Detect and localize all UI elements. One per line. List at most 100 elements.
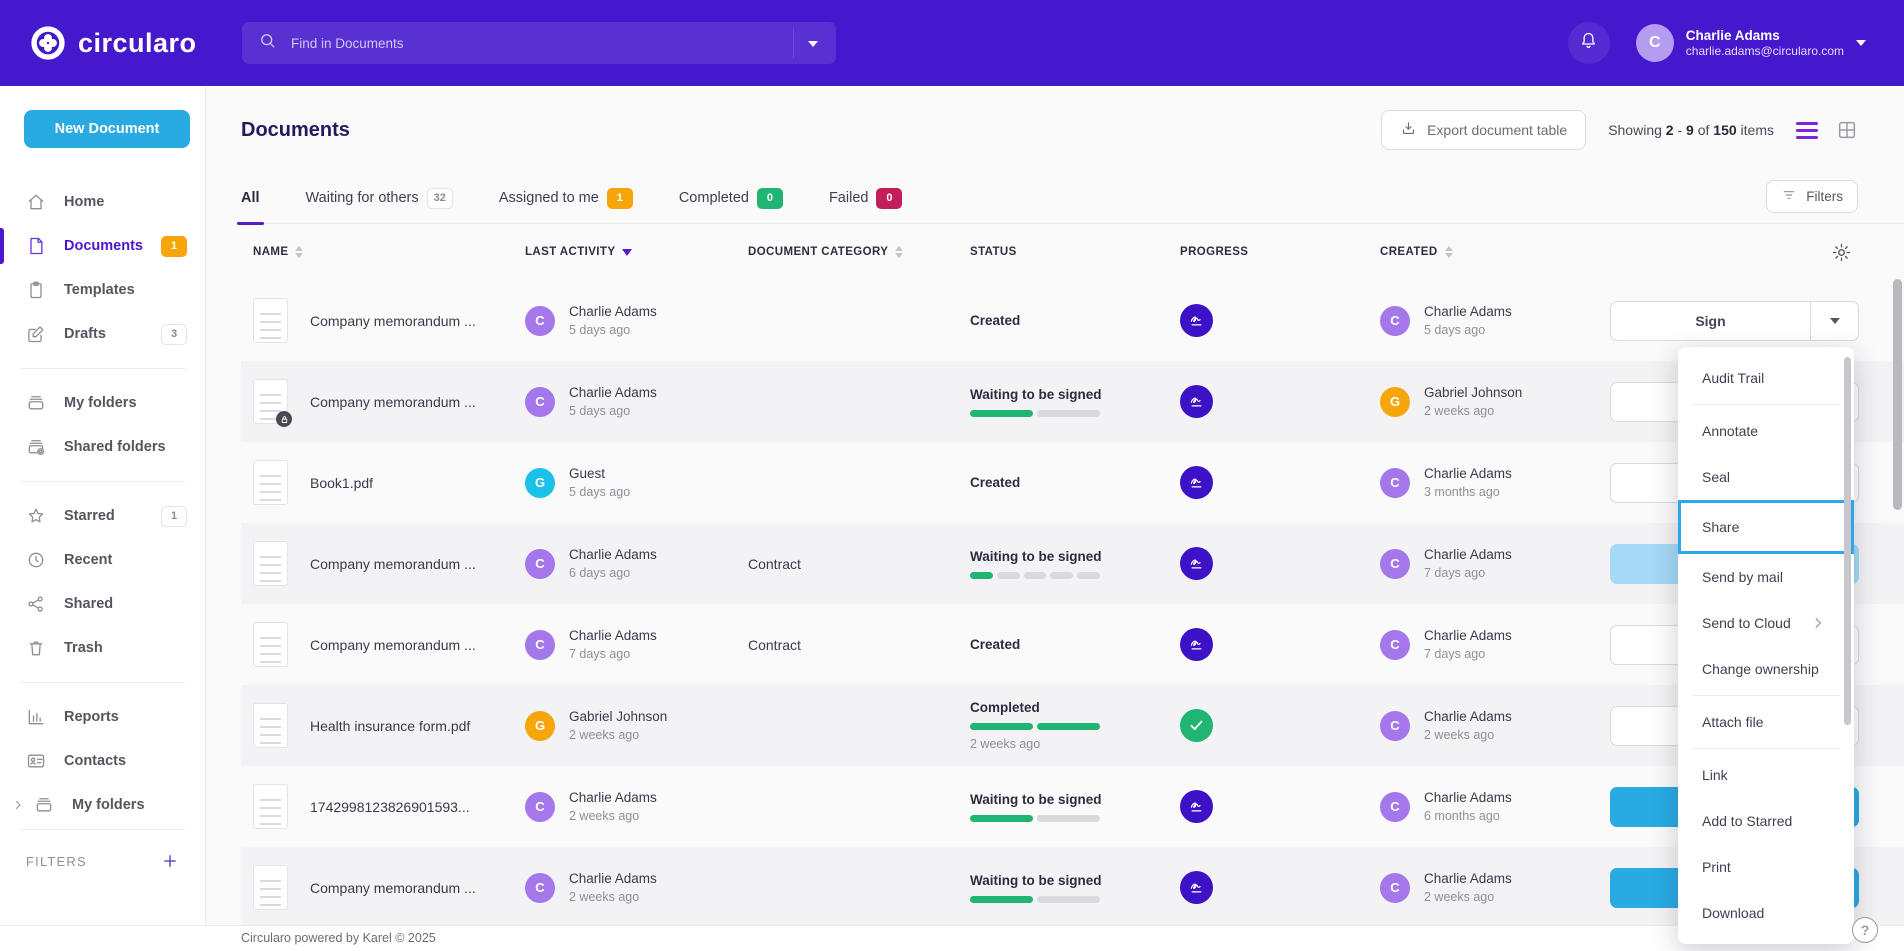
table-row[interactable]: Company memorandum ... C Charlie Adams 7 da… xyxy=(241,604,1904,685)
tab-waiting-for-others[interactable]: Waiting for others 32 xyxy=(306,188,453,223)
shared-folder-icon xyxy=(26,437,46,457)
document-thumbnail xyxy=(253,784,288,829)
sidebar-item-reports[interactable]: Reports xyxy=(0,695,205,739)
table-row[interactable]: Company memorandum ... C Charlie Adams 2 we… xyxy=(241,847,1904,926)
sidebar-item-label: Shared xyxy=(64,596,114,612)
footer: Circularo powered by Karel © 2025 xyxy=(0,925,1904,951)
list-view-icon[interactable] xyxy=(1796,121,1818,139)
last-activity-by: Charlie Adams xyxy=(569,790,657,805)
sidebar-item-drafts[interactable]: Drafts 3 xyxy=(0,312,205,356)
notifications-button[interactable] xyxy=(1567,22,1610,64)
table-row[interactable]: 1742998123826901593... C Charlie Adams 2 we… xyxy=(241,766,1904,847)
document-name-cell: Company memorandum ... xyxy=(241,541,525,586)
sidebar-item-templates[interactable]: Templates xyxy=(0,268,205,312)
menu-item-send-to-cloud[interactable]: Send to Cloud xyxy=(1678,600,1854,646)
menu-item-label: Attach file xyxy=(1702,714,1764,730)
avatar: G xyxy=(525,710,555,741)
actions-cell: Sign xyxy=(1610,300,1904,341)
sidebar-item-starred[interactable]: Starred 1 xyxy=(0,494,205,538)
tab-completed[interactable]: Completed 0 xyxy=(679,188,783,223)
signature-progress-icon xyxy=(1180,628,1213,661)
table-row[interactable]: Company memorandum ... C Charlie Adams 5 da… xyxy=(241,361,1904,442)
table-row[interactable]: Book1.pdf G Guest 5 days ago Created C Charlie… xyxy=(241,442,1904,523)
signature-progress-icon xyxy=(1180,304,1213,337)
menu-item-annotate[interactable]: Annotate xyxy=(1678,408,1854,454)
menu-item-link[interactable]: Link xyxy=(1678,752,1854,798)
sidebar-item-my-folders[interactable]: My folders xyxy=(0,783,205,827)
column-header-created[interactable]: CREATED xyxy=(1380,246,1610,258)
sort-icon xyxy=(295,246,304,258)
column-label: LAST ACTIVITY xyxy=(525,246,616,258)
sidebar-item-recent[interactable]: Recent xyxy=(0,538,205,582)
menu-item-seal[interactable]: Seal xyxy=(1678,454,1854,500)
sidebar-item-documents[interactable]: Documents 1 xyxy=(0,224,205,268)
sidebar-item-contacts[interactable]: Contacts xyxy=(0,739,205,783)
grid-view-icon[interactable] xyxy=(1836,119,1858,141)
progress-cell xyxy=(1180,466,1380,499)
new-document-button[interactable]: New Document xyxy=(24,110,190,148)
filters-button-label: Filters xyxy=(1806,189,1843,204)
menu-item-label: Download xyxy=(1702,905,1765,921)
sidebar-item-trash[interactable]: Trash xyxy=(0,626,205,670)
last-activity-cell: C Charlie Adams 2 weeks ago xyxy=(525,870,748,905)
divider xyxy=(20,682,185,683)
menu-item-attach-file[interactable]: Attach file xyxy=(1678,699,1854,745)
sign-button-group[interactable]: Sign xyxy=(1610,300,1859,341)
app-logo[interactable]: circularo xyxy=(0,25,197,61)
avatar: C xyxy=(1380,305,1410,336)
menu-item-share[interactable]: Share xyxy=(1678,500,1854,554)
progress-bar xyxy=(970,571,1100,579)
last-activity-by: Charlie Adams xyxy=(569,385,657,400)
last-activity-cell: C Charlie Adams 7 days ago xyxy=(525,627,748,662)
column-header-name[interactable]: NAME xyxy=(241,246,525,258)
table-row[interactable]: Company memorandum ... C Charlie Adams 5 da… xyxy=(241,280,1904,361)
tab-assigned-to-me[interactable]: Assigned to me 1 xyxy=(499,188,633,223)
menu-item-add-to-starred[interactable]: Add to Starred xyxy=(1678,798,1854,844)
column-header-last-activity[interactable]: LAST ACTIVITY xyxy=(525,246,748,258)
filter-icon xyxy=(1781,187,1797,206)
circularo-logo-icon xyxy=(30,25,66,61)
filters-button[interactable]: Filters xyxy=(1766,180,1858,213)
table-settings-gear-icon[interactable] xyxy=(1831,242,1852,263)
sidebar-item-shared[interactable]: Shared xyxy=(0,582,205,626)
created-by: Charlie Adams xyxy=(1424,871,1512,886)
add-filter-button[interactable] xyxy=(161,852,179,870)
help-button[interactable]: ? xyxy=(1852,917,1878,943)
sidebar-item-home[interactable]: Home xyxy=(0,180,205,224)
table-row[interactable]: Company memorandum ... C Charlie Adams 6 da… xyxy=(241,523,1904,604)
table-header: NAME LAST ACTIVITY DOCUMENT CATEGORY STATUS… xyxy=(241,224,1904,280)
created-by: Gabriel Johnson xyxy=(1424,385,1523,400)
column-header-document-category[interactable]: DOCUMENT CATEGORY xyxy=(748,246,970,258)
search-bar[interactable] xyxy=(242,22,836,64)
export-document-table-button[interactable]: Export document table xyxy=(1381,110,1587,150)
search-input[interactable] xyxy=(289,34,793,52)
tab-all[interactable]: All xyxy=(237,190,263,225)
progress-cell xyxy=(1180,385,1380,418)
sign-dropdown-toggle[interactable] xyxy=(1810,301,1858,340)
download-icon xyxy=(1400,120,1417,140)
created-by: Charlie Adams xyxy=(1424,709,1512,724)
column-header-progress: PROGRESS xyxy=(1180,246,1380,258)
status-cell: Created xyxy=(970,313,1180,328)
table-row[interactable]: Health insurance form.pdf G Gabriel Johnso… xyxy=(241,685,1904,766)
user-menu[interactable]: C Charlie Adams charlie.adams@circularo.… xyxy=(1635,24,1866,62)
menu-item-print[interactable]: Print xyxy=(1678,844,1854,890)
tab-failed[interactable]: Failed 0 xyxy=(829,188,903,223)
sidebar-item-my-folders[interactable]: My folders xyxy=(0,381,205,425)
menu-item-audit-trail[interactable]: Audit Trail xyxy=(1678,355,1854,401)
document-name-cell: Book1.pdf xyxy=(241,460,525,505)
menu-item-download[interactable]: Download xyxy=(1678,890,1854,936)
progress-cell xyxy=(1180,790,1380,823)
search-scope-dropdown[interactable] xyxy=(793,28,820,58)
menu-scrollbar[interactable] xyxy=(1844,357,1851,725)
row-actions-menu: Audit Trail Annotate Seal Share Send by mail… xyxy=(1678,347,1854,944)
menu-item-change-ownership[interactable]: Change ownership xyxy=(1678,646,1854,692)
created-by: Charlie Adams xyxy=(1424,547,1512,562)
last-activity-by: Charlie Adams xyxy=(569,304,657,319)
sidebar-item-label: Documents xyxy=(64,238,143,254)
avatar: C xyxy=(525,386,555,417)
menu-item-send-by-mail[interactable]: Send by mail xyxy=(1678,554,1854,600)
sign-button[interactable]: Sign xyxy=(1695,312,1726,329)
sidebar-item-shared-folders[interactable]: Shared folders xyxy=(0,425,205,469)
page-scrollbar[interactable] xyxy=(1893,279,1902,510)
